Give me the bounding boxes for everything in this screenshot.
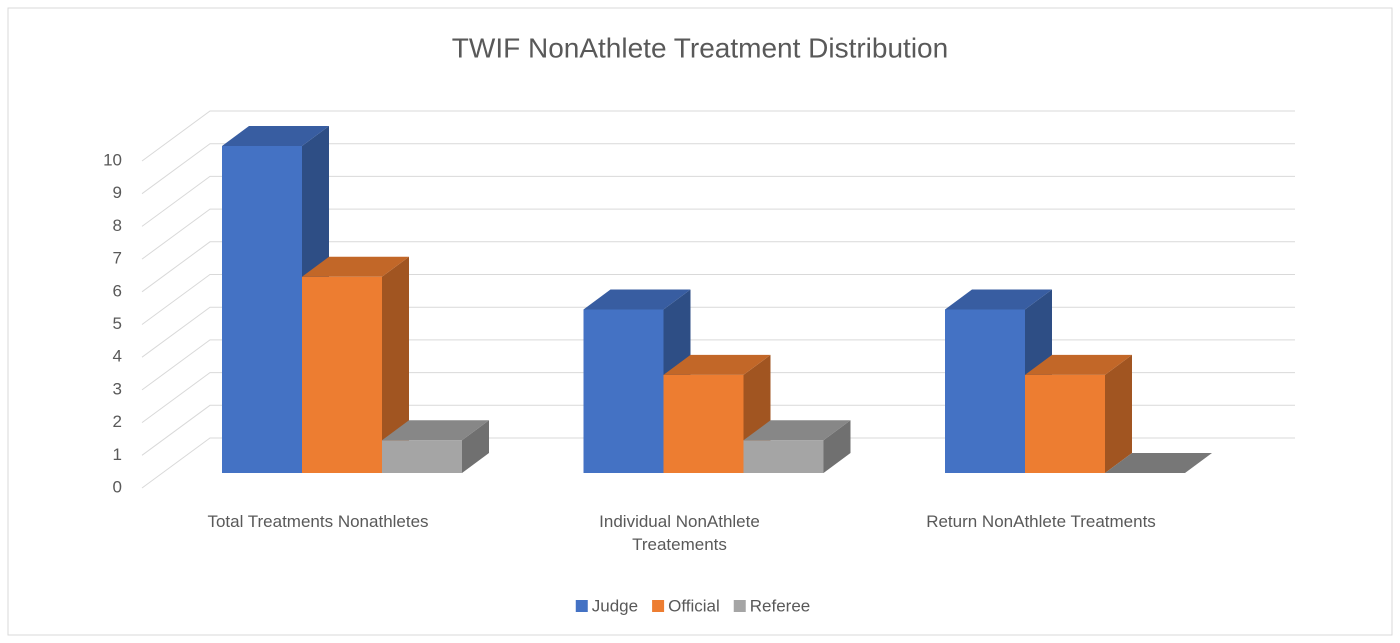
y-tick-label: 3 bbox=[113, 379, 122, 398]
y-tick-label: 9 bbox=[113, 183, 122, 202]
bar-front bbox=[583, 309, 664, 473]
legend-label: Referee bbox=[750, 596, 810, 615]
grid-line bbox=[141, 175, 1295, 227]
bar-top bbox=[663, 354, 771, 375]
bar-side bbox=[382, 256, 409, 473]
bar-front bbox=[222, 146, 302, 473]
grid-line bbox=[141, 339, 1295, 391]
bar-top bbox=[382, 420, 489, 441]
bar-front bbox=[1025, 374, 1105, 473]
bar-front bbox=[382, 440, 462, 473]
y-tick-label: 4 bbox=[113, 347, 122, 366]
grid-line bbox=[141, 208, 1295, 260]
y-tick-label: 5 bbox=[113, 314, 122, 333]
grid-line bbox=[141, 306, 1295, 358]
grid-line bbox=[141, 404, 1295, 456]
legend-swatch bbox=[733, 600, 746, 612]
grid-line bbox=[141, 274, 1295, 325]
bar-front bbox=[663, 374, 744, 473]
y-tick-label: 0 bbox=[113, 477, 122, 496]
bar-top bbox=[1025, 354, 1132, 375]
bar-top bbox=[222, 126, 329, 146]
legend-label: Judge bbox=[592, 596, 638, 615]
chart-title: TWIF NonAthlete Treatment Distribution bbox=[452, 32, 948, 63]
legend-swatch bbox=[652, 600, 665, 612]
y-tick-label: 1 bbox=[113, 445, 122, 464]
grid-line bbox=[141, 110, 1295, 162]
bar-side bbox=[462, 420, 489, 473]
bar-top bbox=[743, 420, 851, 441]
y-tick-label: 2 bbox=[113, 412, 122, 431]
grid-line bbox=[141, 372, 1295, 424]
bar-front bbox=[945, 309, 1025, 473]
bar-top bbox=[302, 256, 409, 277]
bar-side bbox=[823, 420, 851, 473]
bar-front bbox=[302, 276, 382, 473]
bar-side bbox=[1105, 354, 1132, 473]
legend-label: Official bbox=[668, 596, 720, 615]
y-tick-label: 6 bbox=[113, 281, 122, 300]
bar-front bbox=[743, 440, 824, 473]
grid-line bbox=[141, 241, 1295, 293]
legend-swatch bbox=[575, 600, 588, 612]
bar-top bbox=[1105, 453, 1212, 473]
bar-top bbox=[945, 289, 1052, 310]
x-tick-label: Return NonAthlete Treatments bbox=[926, 512, 1156, 531]
bar-top bbox=[583, 289, 691, 310]
x-tick-label: Individual NonAthlete Treatements bbox=[599, 512, 760, 554]
y-tick-label: 7 bbox=[113, 249, 122, 268]
grid-line bbox=[141, 143, 1295, 195]
x-tick-label: Total Treatments Nonathletes bbox=[207, 512, 429, 531]
y-tick-label: 8 bbox=[113, 216, 122, 235]
grid-line bbox=[141, 437, 1295, 489]
y-tick-label: 10 bbox=[103, 150, 122, 169]
